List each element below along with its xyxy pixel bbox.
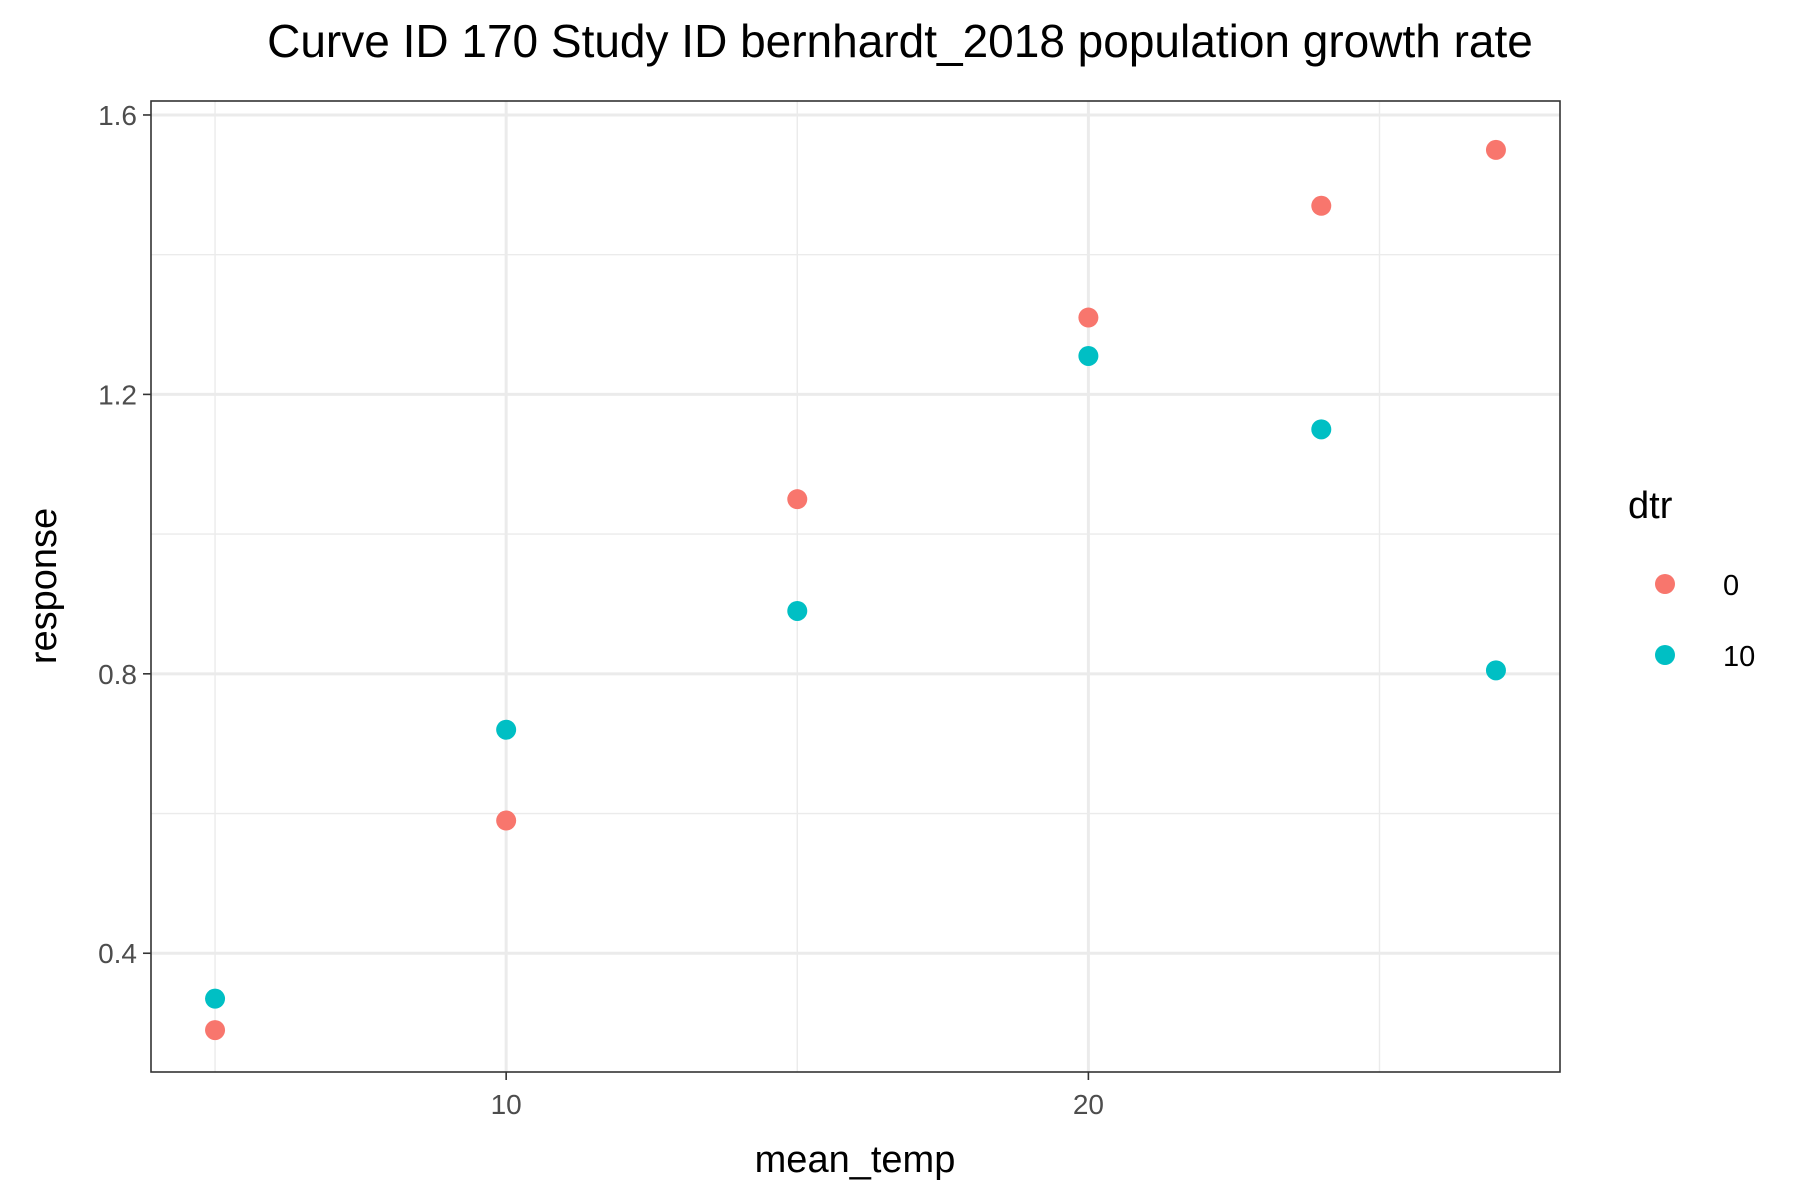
data-point: [787, 489, 808, 510]
data-point: [787, 600, 808, 621]
data-point: [496, 719, 517, 740]
data-point: [496, 810, 517, 831]
legend-key: [1655, 574, 1675, 594]
data-point: [205, 1020, 226, 1041]
legend-title: dtr: [1628, 485, 1673, 527]
x-tick-label: 20: [1073, 1089, 1104, 1120]
y-tick-label: 1.6: [98, 100, 137, 131]
legend-label: 0: [1723, 570, 1739, 602]
panel-border: [150, 100, 1561, 1073]
y-tick-label: 1.2: [98, 379, 137, 410]
data-point: [1078, 307, 1099, 328]
tick-labels: 10 20 0.4 0.8 1.2 1.6: [98, 100, 1104, 1120]
data-points: [205, 139, 1506, 1041]
data-point: [205, 988, 226, 1009]
minor-gridlines: [151, 101, 1560, 1072]
y-tick-label: 0.4: [98, 938, 137, 969]
panel-background: [151, 101, 1560, 1072]
chart-title: Curve ID 170 Study ID bernhardt_2018 pop…: [267, 15, 1533, 67]
major-gridlines: [151, 101, 1560, 1072]
data-point: [1311, 195, 1332, 216]
x-axis-title: mean_temp: [755, 1139, 956, 1181]
y-axis-title: response: [23, 508, 65, 664]
legend-label: 10: [1723, 641, 1755, 673]
legend-key: [1655, 645, 1675, 665]
axis-ticks: [143, 114, 1090, 1080]
data-point: [1311, 419, 1332, 440]
y-tick-label: 0.8: [98, 659, 137, 690]
data-point: [1485, 660, 1506, 681]
data-point: [1485, 139, 1506, 160]
x-tick-label: 10: [491, 1089, 522, 1120]
legend: dtr 0 10: [1628, 485, 1755, 673]
data-point: [1078, 345, 1099, 366]
